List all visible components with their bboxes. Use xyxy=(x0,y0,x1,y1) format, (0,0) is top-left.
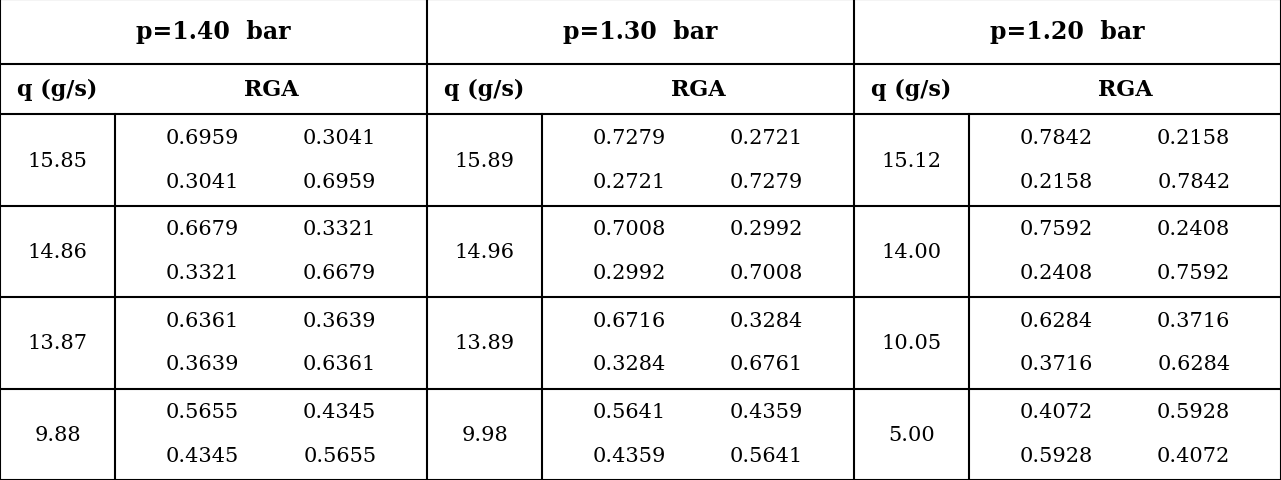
Text: 0.7279: 0.7279 xyxy=(593,129,666,147)
Text: 0.2158: 0.2158 xyxy=(1020,172,1093,191)
Text: 0.5928: 0.5928 xyxy=(1020,446,1093,465)
Text: 0.3639: 0.3639 xyxy=(165,355,240,373)
Text: 0.7008: 0.7008 xyxy=(730,264,803,282)
Text: 0.6284: 0.6284 xyxy=(1157,355,1230,373)
Text: 0.4345: 0.4345 xyxy=(304,402,377,421)
Text: 0.2408: 0.2408 xyxy=(1157,220,1230,239)
Text: 0.4359: 0.4359 xyxy=(593,446,666,465)
Text: 0.6959: 0.6959 xyxy=(304,172,377,191)
Text: 10.05: 10.05 xyxy=(881,334,942,353)
Text: 0.5655: 0.5655 xyxy=(167,402,240,421)
Text: 0.2992: 0.2992 xyxy=(593,264,666,282)
Text: q (g/s): q (g/s) xyxy=(18,79,97,101)
Text: 13.87: 13.87 xyxy=(28,334,87,353)
Text: 0.6761: 0.6761 xyxy=(730,355,803,373)
Text: 0.6679: 0.6679 xyxy=(304,264,377,282)
Text: 0.5641: 0.5641 xyxy=(593,402,666,421)
Text: 14.86: 14.86 xyxy=(28,242,87,262)
Text: 0.6361: 0.6361 xyxy=(165,311,240,330)
Text: 0.5655: 0.5655 xyxy=(304,446,377,465)
Text: 0.4072: 0.4072 xyxy=(1157,446,1230,465)
Text: 0.3041: 0.3041 xyxy=(165,172,240,191)
Text: 0.3284: 0.3284 xyxy=(593,355,666,373)
Text: RGA: RGA xyxy=(1098,79,1153,101)
Text: 0.7592: 0.7592 xyxy=(1020,220,1093,239)
Text: 0.3639: 0.3639 xyxy=(304,311,377,330)
Text: 0.2992: 0.2992 xyxy=(730,220,803,239)
Text: 0.6284: 0.6284 xyxy=(1020,311,1093,330)
Text: p=1.30  bar: p=1.30 bar xyxy=(564,21,717,44)
Text: 0.4345: 0.4345 xyxy=(167,446,240,465)
Text: RGA: RGA xyxy=(243,79,298,101)
Text: 0.5641: 0.5641 xyxy=(730,446,803,465)
Text: 0.3321: 0.3321 xyxy=(165,264,240,282)
Text: RGA: RGA xyxy=(671,79,725,101)
Text: 9.98: 9.98 xyxy=(461,425,509,444)
Text: 0.3284: 0.3284 xyxy=(730,311,803,330)
Text: 0.5928: 0.5928 xyxy=(1157,402,1230,421)
Text: 0.6679: 0.6679 xyxy=(167,220,240,239)
Text: 0.4359: 0.4359 xyxy=(730,402,803,421)
Text: 14.00: 14.00 xyxy=(881,242,942,262)
Text: 0.7279: 0.7279 xyxy=(730,172,803,191)
Text: 0.7842: 0.7842 xyxy=(1020,129,1093,147)
Text: 0.7592: 0.7592 xyxy=(1157,264,1230,282)
Text: 0.2408: 0.2408 xyxy=(1020,264,1093,282)
Text: 0.2721: 0.2721 xyxy=(593,172,666,191)
Text: 0.6361: 0.6361 xyxy=(304,355,377,373)
Text: p=1.40  bar: p=1.40 bar xyxy=(136,21,291,44)
Text: p=1.20  bar: p=1.20 bar xyxy=(990,21,1145,44)
Text: 0.3041: 0.3041 xyxy=(304,129,377,147)
Text: 0.3716: 0.3716 xyxy=(1157,311,1231,330)
Text: 0.6959: 0.6959 xyxy=(165,129,240,147)
Text: 0.4072: 0.4072 xyxy=(1020,402,1093,421)
Text: 5.00: 5.00 xyxy=(888,425,935,444)
Text: 15.85: 15.85 xyxy=(28,151,87,170)
Text: 0.3716: 0.3716 xyxy=(1020,355,1093,373)
Text: q (g/s): q (g/s) xyxy=(445,79,525,101)
Text: 0.7842: 0.7842 xyxy=(1157,172,1230,191)
Text: q (g/s): q (g/s) xyxy=(871,79,952,101)
Text: 14.96: 14.96 xyxy=(455,242,515,262)
Text: 13.89: 13.89 xyxy=(455,334,515,353)
Text: 9.88: 9.88 xyxy=(35,425,81,444)
Text: 0.2158: 0.2158 xyxy=(1157,129,1230,147)
Text: 0.7008: 0.7008 xyxy=(593,220,666,239)
Text: 15.12: 15.12 xyxy=(881,151,942,170)
Text: 0.2721: 0.2721 xyxy=(730,129,803,147)
Text: 0.3321: 0.3321 xyxy=(304,220,377,239)
Text: 0.6716: 0.6716 xyxy=(593,311,666,330)
Text: 15.89: 15.89 xyxy=(455,151,515,170)
